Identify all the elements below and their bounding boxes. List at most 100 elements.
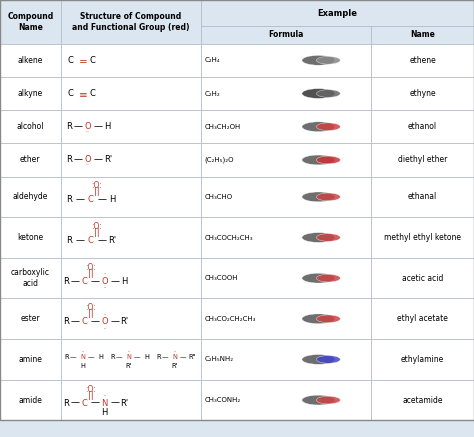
Text: ··: ·· <box>86 120 90 125</box>
Text: $=$: $=$ <box>76 55 88 65</box>
Bar <box>61 77 201 110</box>
Text: —: — <box>90 399 99 408</box>
Ellipse shape <box>317 315 340 323</box>
Text: CH₃CH₂OH: CH₃CH₂OH <box>204 124 241 130</box>
Text: R: R <box>110 354 115 361</box>
Text: :O:: :O: <box>91 181 102 191</box>
Ellipse shape <box>317 274 340 282</box>
Bar <box>371 177 474 217</box>
Bar <box>201 26 371 44</box>
Bar <box>0 258 61 298</box>
Text: H: H <box>104 122 111 131</box>
Text: —: — <box>70 317 79 326</box>
Bar <box>201 258 371 298</box>
Bar <box>0 380 61 420</box>
Ellipse shape <box>317 356 340 363</box>
Text: ··: ·· <box>103 272 107 277</box>
Text: ··: ·· <box>81 349 84 354</box>
Text: Structure of Compound
and Functional Group (red): Structure of Compound and Functional Gro… <box>72 12 189 31</box>
Text: ester: ester <box>20 314 40 323</box>
Text: diethyl ether: diethyl ether <box>398 156 447 164</box>
Text: —: — <box>161 354 168 361</box>
Bar <box>61 110 201 143</box>
Bar <box>0 298 61 339</box>
Text: C: C <box>68 89 73 98</box>
Text: CH₃CHO: CH₃CHO <box>204 194 233 200</box>
Ellipse shape <box>317 234 340 241</box>
Ellipse shape <box>302 192 335 202</box>
Bar <box>201 110 371 143</box>
Text: R: R <box>157 354 161 361</box>
Text: :O:: :O: <box>85 385 96 394</box>
Text: C₂H₂: C₂H₂ <box>204 90 220 97</box>
Text: :O:: :O: <box>85 263 96 272</box>
Text: O: O <box>84 122 91 131</box>
Text: O: O <box>84 156 91 164</box>
Text: —: — <box>93 156 102 164</box>
Text: R': R' <box>105 156 113 164</box>
Text: Name: Name <box>410 31 435 39</box>
Text: —: — <box>110 317 119 326</box>
Text: C: C <box>88 195 93 205</box>
Bar <box>201 0 474 26</box>
Text: ethanol: ethanol <box>408 122 437 131</box>
Text: —: — <box>179 354 186 361</box>
Text: C: C <box>82 277 88 286</box>
Text: R": R" <box>189 354 197 361</box>
Ellipse shape <box>302 232 335 243</box>
Text: Compound
Name: Compound Name <box>7 12 54 31</box>
Bar <box>0 0 61 44</box>
Ellipse shape <box>317 123 340 131</box>
Text: ··: ·· <box>86 129 90 134</box>
Text: CH₃COCH₂CH₃: CH₃COCH₂CH₃ <box>204 235 253 240</box>
Text: N: N <box>172 354 177 361</box>
Text: N: N <box>101 399 108 408</box>
Bar <box>201 177 371 217</box>
Text: R: R <box>66 195 72 205</box>
Text: ether: ether <box>20 156 41 164</box>
Text: alcohol: alcohol <box>17 122 44 131</box>
Text: C: C <box>82 399 88 408</box>
Text: —: — <box>87 354 94 361</box>
Text: O: O <box>101 317 108 326</box>
Text: (C₂H₅)₂O: (C₂H₅)₂O <box>204 157 234 163</box>
Text: C: C <box>82 317 88 326</box>
Text: —: — <box>110 399 119 408</box>
Text: ··: ·· <box>86 153 90 158</box>
Bar <box>371 143 474 177</box>
Ellipse shape <box>302 354 335 364</box>
Bar <box>201 143 371 177</box>
Ellipse shape <box>302 314 335 324</box>
Bar <box>0 110 61 143</box>
Bar <box>371 217 474 258</box>
Text: ethene: ethene <box>409 56 436 65</box>
Text: R': R' <box>126 364 132 369</box>
Bar <box>371 26 474 44</box>
Text: R': R' <box>172 364 178 369</box>
Bar <box>0 44 61 77</box>
Text: ethyne: ethyne <box>409 89 436 98</box>
Bar <box>371 44 474 77</box>
Ellipse shape <box>317 193 340 201</box>
Text: C: C <box>90 56 96 65</box>
Text: R: R <box>64 354 69 361</box>
Text: ||: || <box>94 187 100 196</box>
Text: —: — <box>97 236 106 245</box>
Text: ··: ·· <box>127 349 130 354</box>
Ellipse shape <box>302 122 335 132</box>
Text: C: C <box>68 56 73 65</box>
Text: ||: || <box>88 391 93 399</box>
Text: Example: Example <box>317 9 357 17</box>
Text: —: — <box>115 354 122 361</box>
Bar <box>371 380 474 420</box>
Text: R': R' <box>120 317 129 326</box>
Text: —: — <box>93 122 102 131</box>
Text: H: H <box>144 354 149 361</box>
Text: amide: amide <box>18 395 42 405</box>
Bar <box>371 339 474 380</box>
Bar <box>201 44 371 77</box>
Ellipse shape <box>317 56 340 64</box>
Bar <box>61 380 201 420</box>
Bar <box>371 110 474 143</box>
Text: —: — <box>73 156 82 164</box>
